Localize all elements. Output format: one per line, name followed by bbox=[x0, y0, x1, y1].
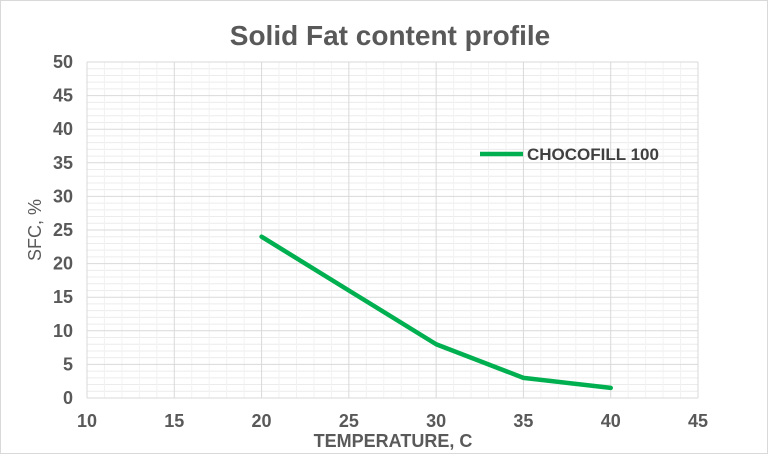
x-tick-label: 15 bbox=[164, 411, 184, 431]
y-tick-label: 25 bbox=[53, 220, 73, 240]
x-tick-label: 35 bbox=[513, 411, 533, 431]
y-axis-label: SFC, % bbox=[25, 199, 45, 261]
x-tick-label: 20 bbox=[252, 411, 272, 431]
minor-gridlines bbox=[87, 62, 698, 398]
legend-label: CHOCOFILL 100 bbox=[527, 145, 659, 164]
x-tick-label: 25 bbox=[339, 411, 359, 431]
y-tick-label: 40 bbox=[53, 119, 73, 139]
x-tick-label: 30 bbox=[426, 411, 446, 431]
y-tick-label: 35 bbox=[53, 153, 73, 173]
x-axis-tick-labels: 10 15 20 25 30 35 40 45 bbox=[77, 411, 708, 431]
x-tick-label: 10 bbox=[77, 411, 97, 431]
chart-title: Solid Fat content profile bbox=[230, 20, 550, 51]
legend: CHOCOFILL 100 bbox=[480, 145, 659, 164]
major-gridlines bbox=[86, 61, 699, 399]
y-tick-label: 5 bbox=[63, 354, 73, 374]
series-layer bbox=[259, 234, 613, 391]
y-axis-tick-labels: 0 5 10 15 20 25 30 35 40 45 50 bbox=[53, 52, 73, 408]
x-tick-label: 40 bbox=[601, 411, 621, 431]
y-tick-label: 50 bbox=[53, 52, 73, 72]
x-axis-label: TEMPERATURE, C bbox=[314, 431, 473, 451]
y-tick-label: 10 bbox=[53, 321, 73, 341]
y-tick-label: 45 bbox=[53, 86, 73, 106]
y-tick-label: 15 bbox=[53, 287, 73, 307]
y-tick-label: 20 bbox=[53, 254, 73, 274]
y-tick-label: 0 bbox=[63, 388, 73, 408]
x-tick-label: 45 bbox=[688, 411, 708, 431]
y-tick-label: 30 bbox=[53, 186, 73, 206]
